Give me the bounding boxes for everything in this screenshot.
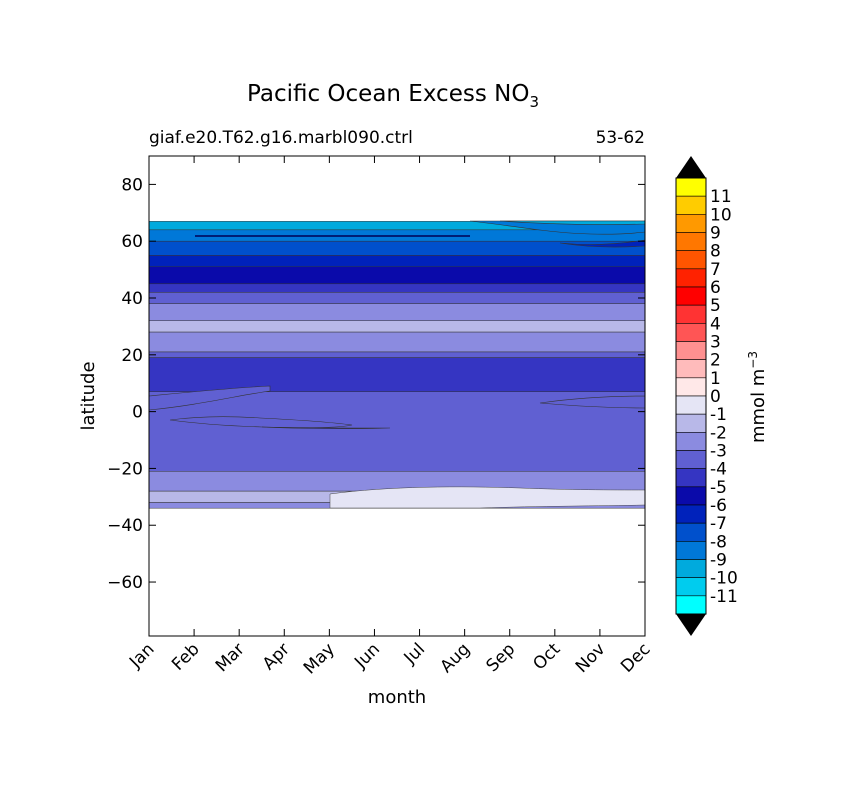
colorbar-segment bbox=[675, 341, 707, 360]
contour-band bbox=[148, 240, 646, 256]
x-tick-label: Jan bbox=[125, 639, 158, 672]
y-tick-label: 20 bbox=[121, 346, 143, 366]
contour-band bbox=[148, 255, 646, 268]
colorbar-under-triangle bbox=[676, 614, 706, 636]
colorbar-level-label: -6 bbox=[710, 496, 727, 516]
plot-frame bbox=[148, 155, 646, 637]
colorbar-segment bbox=[675, 286, 707, 306]
colorbar-segment bbox=[675, 250, 707, 270]
colorbar-segment bbox=[675, 577, 707, 597]
colorbar-segment bbox=[675, 468, 707, 488]
colorbar-level-label: 0 bbox=[710, 387, 721, 407]
colorbar-segment bbox=[675, 304, 707, 324]
colorbar-segment bbox=[675, 177, 707, 197]
colorbar-level-label: -3 bbox=[710, 442, 727, 462]
colorbar-segment bbox=[675, 413, 707, 433]
x-tick-label: Jul bbox=[400, 639, 429, 668]
colorbar-level-label: 2 bbox=[710, 351, 721, 371]
colorbar-level-label: 4 bbox=[710, 314, 721, 334]
colorbar-level-label: 8 bbox=[710, 242, 721, 262]
x-tick-label: Feb bbox=[168, 639, 203, 674]
chart-title: Pacific Ocean Excess NO3 bbox=[247, 81, 539, 111]
x-tick-label: Sep bbox=[482, 639, 519, 676]
contour-bands bbox=[148, 221, 646, 509]
colorbar-segment bbox=[675, 323, 707, 342]
colorbar-level-label: 5 bbox=[710, 296, 721, 316]
colorbar-level-label: -11 bbox=[710, 587, 738, 607]
colorbar-segment bbox=[675, 504, 707, 524]
x-axis-label: month bbox=[368, 687, 426, 708]
colorbar-segment bbox=[675, 214, 707, 233]
colorbar-level-label: 3 bbox=[710, 333, 721, 353]
colorbar-segment bbox=[675, 359, 707, 379]
colorbar-level-label: 9 bbox=[710, 224, 721, 244]
colorbar-segment bbox=[675, 541, 707, 560]
x-tick-label: Apr bbox=[259, 639, 294, 674]
x-tick-label: Jun bbox=[350, 639, 384, 673]
colorbar-segment bbox=[675, 595, 707, 615]
colorbar-level-label: -9 bbox=[710, 551, 727, 571]
colorbar-level-label: 1 bbox=[710, 369, 721, 389]
colorbar-level-label: -7 bbox=[710, 514, 727, 534]
colorbar-level-label: -8 bbox=[710, 532, 727, 552]
y-tick-label: −20 bbox=[107, 459, 143, 479]
contour-band bbox=[148, 292, 646, 304]
colorbar-label: mmol m−3 bbox=[746, 351, 769, 443]
contour-band bbox=[148, 303, 646, 321]
colorbar-level-label: 7 bbox=[710, 260, 721, 280]
colorbar-level-label: -10 bbox=[710, 569, 738, 589]
colorbar-segment bbox=[675, 450, 707, 469]
x-tick-label: Nov bbox=[572, 639, 610, 677]
colorbar-level-label: 11 bbox=[710, 187, 732, 207]
contour-band bbox=[148, 331, 646, 353]
contour-band bbox=[148, 357, 646, 392]
contour-features bbox=[148, 220, 646, 509]
colorbar-segment bbox=[675, 195, 707, 215]
contour-minus5-sliver bbox=[261, 426, 391, 429]
colorbar-frame bbox=[675, 177, 707, 615]
subtitle-right: 53-62 bbox=[596, 128, 645, 148]
y-tick-label: −60 bbox=[107, 573, 143, 593]
contour-minus4-lens bbox=[169, 416, 353, 428]
y-tick-label: 0 bbox=[132, 403, 143, 423]
y-axis-label: latitude bbox=[78, 361, 99, 430]
colorbar-segment bbox=[675, 559, 707, 578]
x-tick-label: May bbox=[300, 639, 339, 678]
colorbar-segment bbox=[675, 522, 707, 542]
contour-minus4-bulge-west bbox=[148, 385, 271, 411]
contour-band bbox=[148, 320, 646, 333]
x-tick-label: Mar bbox=[212, 639, 249, 676]
x-tick-label: Oct bbox=[529, 639, 564, 674]
y-tick-label: 80 bbox=[121, 175, 143, 195]
colorbar-level-label: -1 bbox=[710, 405, 727, 425]
colorbar-level-label: 6 bbox=[710, 278, 721, 298]
colorbar-over-triangle bbox=[676, 156, 706, 178]
colorbar-segment bbox=[675, 432, 707, 451]
contour-band bbox=[148, 283, 646, 293]
colorbar-segment bbox=[675, 395, 707, 415]
colorbar-segment bbox=[675, 377, 707, 397]
y-tick-label: 60 bbox=[121, 232, 143, 252]
y-tick-label: −40 bbox=[107, 516, 143, 536]
y-tick-label: 40 bbox=[121, 289, 143, 309]
colorbar-level-label: 10 bbox=[710, 205, 732, 225]
subtitle-left: giaf.e20.T62.g16.marbl090.ctrl bbox=[149, 128, 413, 148]
colorbar-level-label: -4 bbox=[710, 460, 727, 480]
colorbar-segment bbox=[675, 486, 707, 506]
x-tick-label: Aug bbox=[437, 639, 475, 677]
colorbar-level-label: -5 bbox=[710, 478, 727, 498]
colorbar-segment bbox=[675, 268, 707, 288]
contour-band bbox=[148, 351, 646, 358]
y-axis: 80 60 40 20 0 −20 −40 −60 bbox=[107, 175, 645, 593]
contour-band bbox=[148, 266, 646, 285]
x-tick-label: Dec bbox=[617, 639, 654, 676]
contour-minus1-south bbox=[329, 486, 646, 509]
colorbar-segment bbox=[675, 232, 707, 251]
colorbar-level-label: -2 bbox=[710, 423, 727, 443]
